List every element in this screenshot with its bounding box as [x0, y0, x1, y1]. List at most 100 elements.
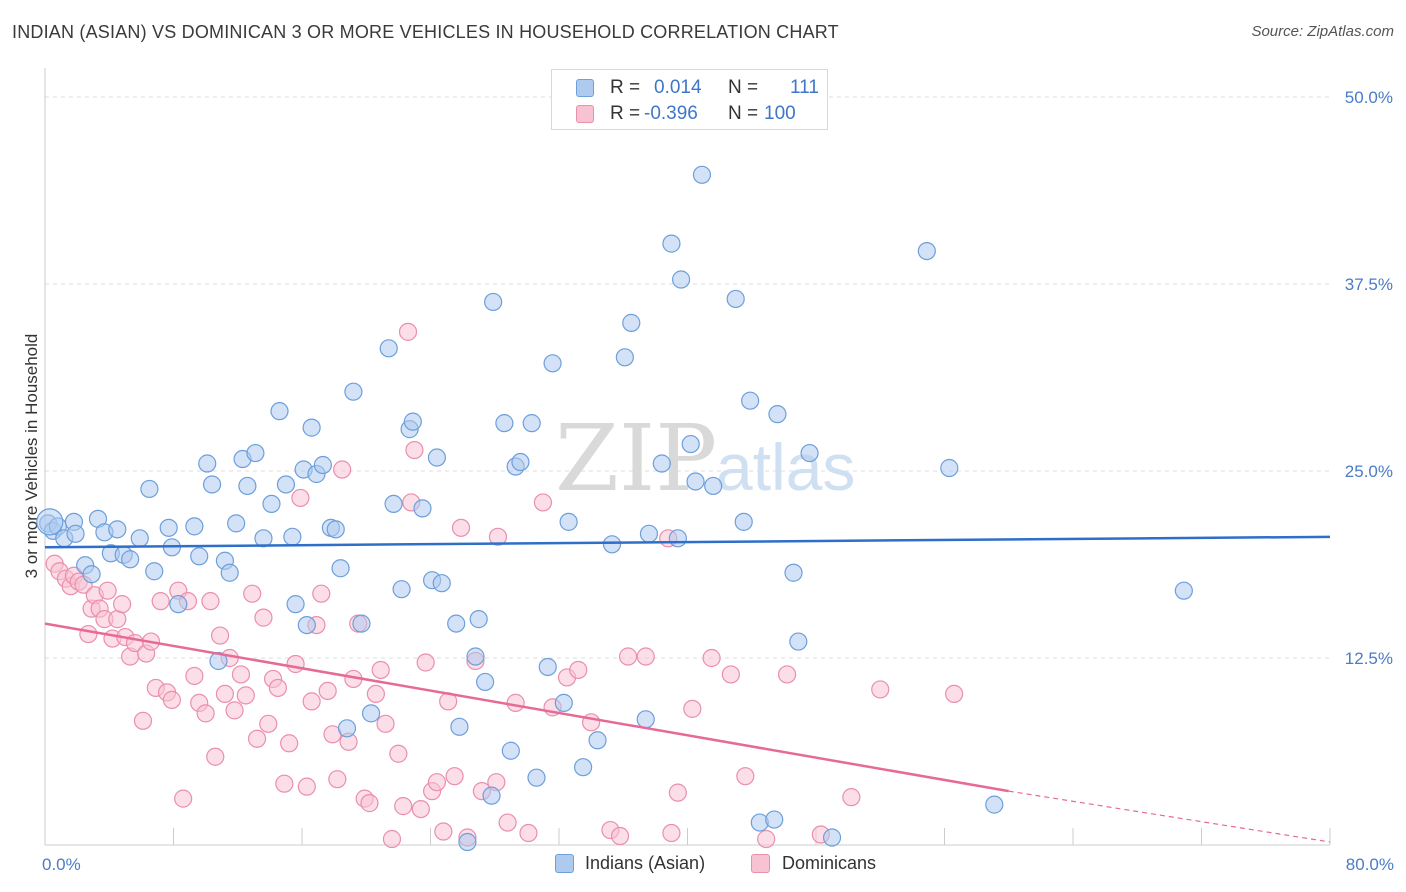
dominicans-point-45	[268, 678, 288, 698]
dominicans-point-37	[225, 701, 244, 720]
dominicans-point-35	[215, 684, 234, 704]
watermark-zip: ZIP	[555, 405, 717, 512]
y-axis-label: 3 or more Vehicles in Household	[22, 334, 41, 579]
series-legend: Indians (Asian) Dominicans	[555, 852, 895, 876]
indians-point-75	[559, 512, 578, 531]
indians-point-34	[276, 475, 296, 494]
dominicans-point-29	[185, 666, 204, 686]
indians-point-93	[741, 391, 760, 410]
indians-point-45	[337, 719, 357, 738]
dominicans-point-25	[162, 690, 181, 709]
indians-point-48	[361, 704, 381, 723]
dominicans-point-41	[247, 729, 267, 748]
dominicans-point-96	[702, 648, 721, 668]
dominicans-point-67	[389, 744, 408, 763]
chart-title: INDIAN (ASIAN) VS DOMINICAN 3 OR MORE VE…	[12, 22, 839, 42]
dominicans-point-19	[133, 711, 153, 730]
indians-point-88	[686, 472, 705, 491]
dominicans-point-51	[302, 692, 321, 711]
indians-point-46	[344, 382, 363, 401]
dominicans-point-100	[777, 665, 797, 684]
dominicans-point-50	[297, 777, 316, 796]
dominicans-legend-swatch	[751, 854, 770, 873]
dominicans-legend-label: Dominicans	[782, 853, 877, 873]
indians-point-20	[185, 517, 204, 536]
indians-point-13	[121, 550, 140, 569]
x-tick-label-0: 0.0%	[42, 855, 81, 874]
dominicans-point-42	[254, 608, 273, 627]
dominicans-point-106	[662, 823, 681, 843]
dominicans-point-75	[434, 822, 453, 841]
indians-point-60	[458, 832, 477, 852]
indians-point-76	[573, 758, 593, 777]
indians-point-35	[283, 527, 302, 546]
indians-point-69	[511, 452, 530, 472]
indians-point-102	[940, 458, 959, 478]
indians-point-36	[286, 595, 305, 614]
indians-point-74	[554, 693, 573, 712]
n-label: N =	[728, 77, 759, 98]
indians-point-30	[246, 443, 265, 463]
dominicans-point-94	[668, 783, 687, 802]
dominicans-point-39	[236, 686, 255, 705]
dominicans-point-12	[98, 581, 117, 600]
indians-point-67	[501, 741, 520, 760]
axes	[44, 68, 1331, 846]
indians-point-91	[726, 289, 745, 309]
dominicans-points	[45, 322, 964, 849]
dominicans-point-103	[871, 680, 890, 699]
indians-point-51	[392, 580, 411, 599]
indians-point-38	[297, 615, 316, 635]
dominicans-point-97	[721, 665, 740, 684]
dominicans-point-49	[291, 488, 310, 508]
dominicans-point-72	[416, 653, 435, 672]
indians-point-98	[789, 632, 808, 651]
dominicans-point-71	[411, 799, 430, 819]
dominicans-point-95	[683, 699, 702, 718]
indians-point-77	[588, 731, 607, 750]
indians-point-16	[145, 562, 164, 581]
indians-point-44	[331, 559, 350, 578]
indians-point-82	[639, 524, 659, 543]
indians-point-63	[476, 672, 495, 692]
indians-point-92	[734, 512, 753, 531]
indians-point-32	[262, 494, 281, 514]
dominicans-point-54	[318, 681, 337, 701]
indians-point-54	[413, 499, 432, 518]
dominicans-point-99	[757, 829, 776, 849]
dominicans-point-56	[328, 770, 347, 789]
indians-point-14	[130, 529, 149, 548]
dominicans-point-62	[360, 794, 379, 813]
indians-trend-line	[44, 535, 1331, 549]
n-value: 111	[790, 77, 819, 98]
indians-point-26	[220, 563, 239, 582]
indians-point-56	[427, 448, 447, 467]
indians-point-85	[668, 529, 687, 548]
indians-point-41	[313, 455, 332, 475]
dominicans-point-85	[519, 823, 538, 843]
dominicans-point-23	[151, 592, 170, 611]
indians-point-53	[403, 412, 422, 431]
indians-point-39	[302, 418, 321, 437]
indians-point-89	[692, 165, 712, 184]
indians-point-62	[469, 610, 488, 629]
dominicans-point-31	[196, 704, 215, 723]
dominicans-point-78	[451, 518, 471, 537]
indians-point-83	[652, 454, 671, 473]
indians-point-58	[447, 614, 466, 633]
dominicans-point-48	[286, 654, 305, 674]
dominicans-point-102	[842, 788, 861, 807]
indians-point-78	[602, 535, 622, 554]
dominicans-point-7	[79, 624, 98, 644]
dominicans-point-32	[201, 592, 220, 611]
blue-swatch	[576, 79, 594, 97]
indians-point-29	[238, 476, 257, 496]
indians-point-79	[615, 348, 634, 367]
indians-point-61	[466, 647, 485, 666]
indians-point-cluster	[36, 508, 64, 536]
dominicans-point-66	[382, 829, 402, 849]
dominicans-point-92	[636, 647, 655, 666]
dominicans-point-88	[569, 660, 588, 680]
r-value: 0.014	[654, 77, 702, 98]
